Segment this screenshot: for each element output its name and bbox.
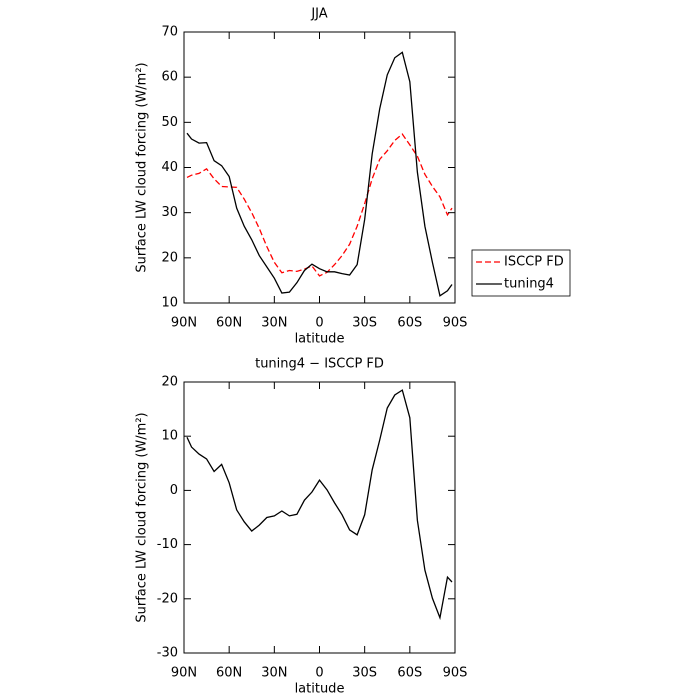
y-tick-label: 10 [161,296,178,311]
chart-title: JJA [310,7,327,22]
y-tick-label: -30 [157,646,178,661]
x-axis-label: latitude [295,682,345,697]
x-tick-label: 60N [216,316,242,331]
y-tick-label: 40 [161,160,178,175]
y-tick-label: -10 [157,537,178,552]
x-tick-label: 30N [261,666,287,681]
x-tick-label: 60S [397,666,422,681]
x-axis-label: latitude [295,332,345,347]
x-tick-label: 90S [443,316,468,331]
plot-frame [183,31,456,304]
y-tick-label: 30 [161,205,178,220]
data-line [186,133,453,277]
legend-box [471,249,571,297]
x-tick-label: 90N [171,316,197,331]
data-line [186,389,453,621]
x-tick-label: 30N [261,316,287,331]
y-tick-label: 60 [161,70,178,85]
x-tick-label: 0 [315,316,323,331]
x-tick-label: 90N [171,666,197,681]
plot-frame [183,381,456,654]
y-tick-label: 10 [161,429,178,444]
y-tick-label: 70 [161,25,178,40]
y-tick-label: -20 [157,591,178,606]
chart-title: tuning4 − ISCCP FD [255,357,384,372]
x-tick-label: 60N [216,666,242,681]
x-tick-label: 30S [352,316,377,331]
y-tick-label: 20 [161,375,178,390]
legend-label: ISCCP FD [504,255,564,270]
y-tick-label: 50 [161,115,178,130]
y-tick-label: 0 [170,483,178,498]
y-tick-label: 20 [161,250,178,265]
x-tick-label: 60S [397,316,422,331]
data-line [186,51,453,297]
y-axis-label: Surface LW cloud forcing (W/m²) [135,62,150,272]
x-tick-label: 0 [315,666,323,681]
legend-label: tuning4 [504,277,554,292]
x-tick-label: 30S [352,666,377,681]
x-tick-label: 90S [443,666,468,681]
y-axis-label: Surface LW cloud forcing (W/m²) [135,412,150,622]
